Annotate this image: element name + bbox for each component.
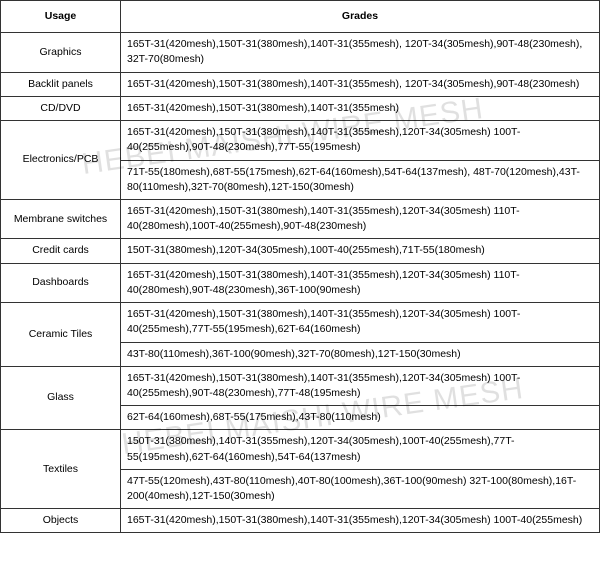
grades-cell: 47T-55(120mesh),43T-80(110mesh),40T-80(1… [121, 469, 600, 508]
grades-cell: 165T-31(420mesh),150T-31(380mesh),140T-3… [121, 366, 600, 405]
grades-cell: 43T-80(110mesh),36T-100(90mesh),32T-70(8… [121, 342, 600, 366]
grades-cell: 165T-31(420mesh),150T-31(380mesh),140T-3… [121, 96, 600, 120]
table-row: Textiles150T-31(380mesh),140T-31(355mesh… [1, 430, 600, 469]
usage-cell: Membrane switches [1, 199, 121, 238]
usage-cell: Dashboards [1, 263, 121, 302]
table-row: Backlit panels165T-31(420mesh),150T-31(3… [1, 72, 600, 96]
grades-cell: 165T-31(420mesh),150T-31(380mesh),140T-3… [121, 303, 600, 342]
grades-cell: 165T-31(420mesh),150T-31(380mesh),140T-3… [121, 199, 600, 238]
grades-cell: 165T-31(420mesh),150T-31(380mesh),140T-3… [121, 263, 600, 302]
grades-cell: 165T-31(420mesh),150T-31(380mesh),140T-3… [121, 509, 600, 533]
usage-cell: Graphics [1, 33, 121, 72]
table-row: Dashboards165T-31(420mesh),150T-31(380me… [1, 263, 600, 302]
usage-cell: Objects [1, 509, 121, 533]
grades-cell: 165T-31(420mesh),150T-31(380mesh),140T-3… [121, 121, 600, 160]
header-grades: Grades [121, 1, 600, 33]
table-row: Graphics165T-31(420mesh),150T-31(380mesh… [1, 33, 600, 72]
usage-cell: Ceramic Tiles [1, 303, 121, 367]
header-row: Usage Grades [1, 1, 600, 33]
grades-cell: 150T-31(380mesh),140T-31(355mesh),120T-3… [121, 430, 600, 469]
header-usage: Usage [1, 1, 121, 33]
usage-cell: Backlit panels [1, 72, 121, 96]
usage-cell: Glass [1, 366, 121, 430]
usage-cell: Credit cards [1, 239, 121, 263]
table-row: Objects165T-31(420mesh),150T-31(380mesh)… [1, 509, 600, 533]
usage-cell: CD/DVD [1, 96, 121, 120]
table-row: Glass165T-31(420mesh),150T-31(380mesh),1… [1, 366, 600, 405]
table-row: CD/DVD165T-31(420mesh),150T-31(380mesh),… [1, 96, 600, 120]
grades-cell: 62T-64(160mesh),68T-55(175mesh),43T-80(1… [121, 406, 600, 430]
table-row: Electronics/PCB165T-31(420mesh),150T-31(… [1, 121, 600, 160]
table-row: Ceramic Tiles165T-31(420mesh),150T-31(38… [1, 303, 600, 342]
grades-cell: 150T-31(380mesh),120T-34(305mesh),100T-4… [121, 239, 600, 263]
usage-cell: Electronics/PCB [1, 121, 121, 200]
mesh-grades-table: Usage Grades Graphics165T-31(420mesh),15… [0, 0, 600, 533]
table-row: Credit cards150T-31(380mesh),120T-34(305… [1, 239, 600, 263]
table-row: Membrane switches165T-31(420mesh),150T-3… [1, 199, 600, 238]
grades-cell: 71T-55(180mesh),68T-55(175mesh),62T-64(1… [121, 160, 600, 199]
grades-cell: 165T-31(420mesh),150T-31(380mesh),140T-3… [121, 33, 600, 72]
grades-cell: 165T-31(420mesh),150T-31(380mesh),140T-3… [121, 72, 600, 96]
usage-cell: Textiles [1, 430, 121, 509]
